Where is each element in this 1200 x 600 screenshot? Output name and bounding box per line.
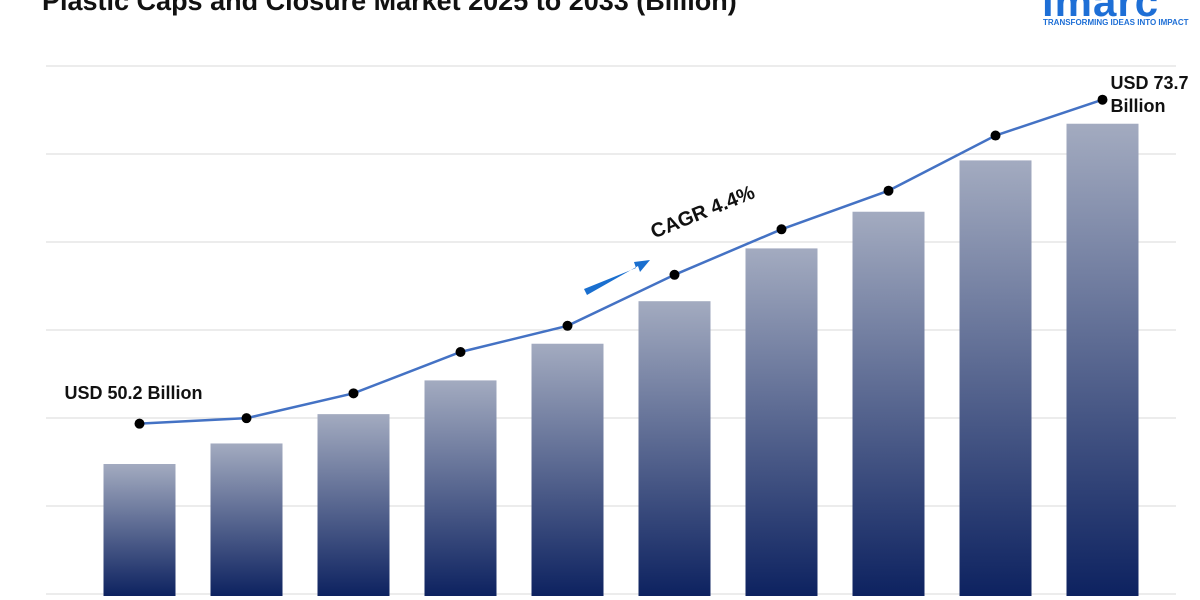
cagr-arrow bbox=[584, 260, 650, 295]
logo-tagline: TRANSFORMING IDEAS INTO IMPACT bbox=[1043, 18, 1189, 27]
value-label: USD 73.7 Billion bbox=[1110, 72, 1189, 116]
bar bbox=[1066, 123, 1139, 596]
line-point bbox=[883, 185, 894, 196]
line-point bbox=[990, 130, 1001, 141]
line-point bbox=[669, 269, 680, 280]
value-label: USD 50.2 Billion bbox=[64, 382, 203, 403]
line-point bbox=[241, 413, 252, 424]
line-point bbox=[134, 418, 145, 429]
bar bbox=[852, 211, 925, 596]
line-point bbox=[1097, 94, 1108, 105]
line-point bbox=[776, 224, 787, 235]
bar bbox=[103, 464, 176, 596]
bar bbox=[424, 380, 497, 596]
line-point bbox=[348, 388, 359, 399]
bar bbox=[317, 414, 390, 596]
bar bbox=[638, 301, 711, 596]
chart-title: Plastic Caps and Closure Market 2025 to … bbox=[42, 0, 737, 16]
bar bbox=[959, 160, 1032, 596]
logo: imarc bbox=[1042, 0, 1160, 25]
bar bbox=[745, 248, 818, 596]
line bbox=[139, 98, 1103, 425]
line-point bbox=[455, 346, 466, 357]
line-point bbox=[562, 320, 573, 331]
bar bbox=[210, 443, 283, 596]
bar bbox=[531, 343, 604, 596]
